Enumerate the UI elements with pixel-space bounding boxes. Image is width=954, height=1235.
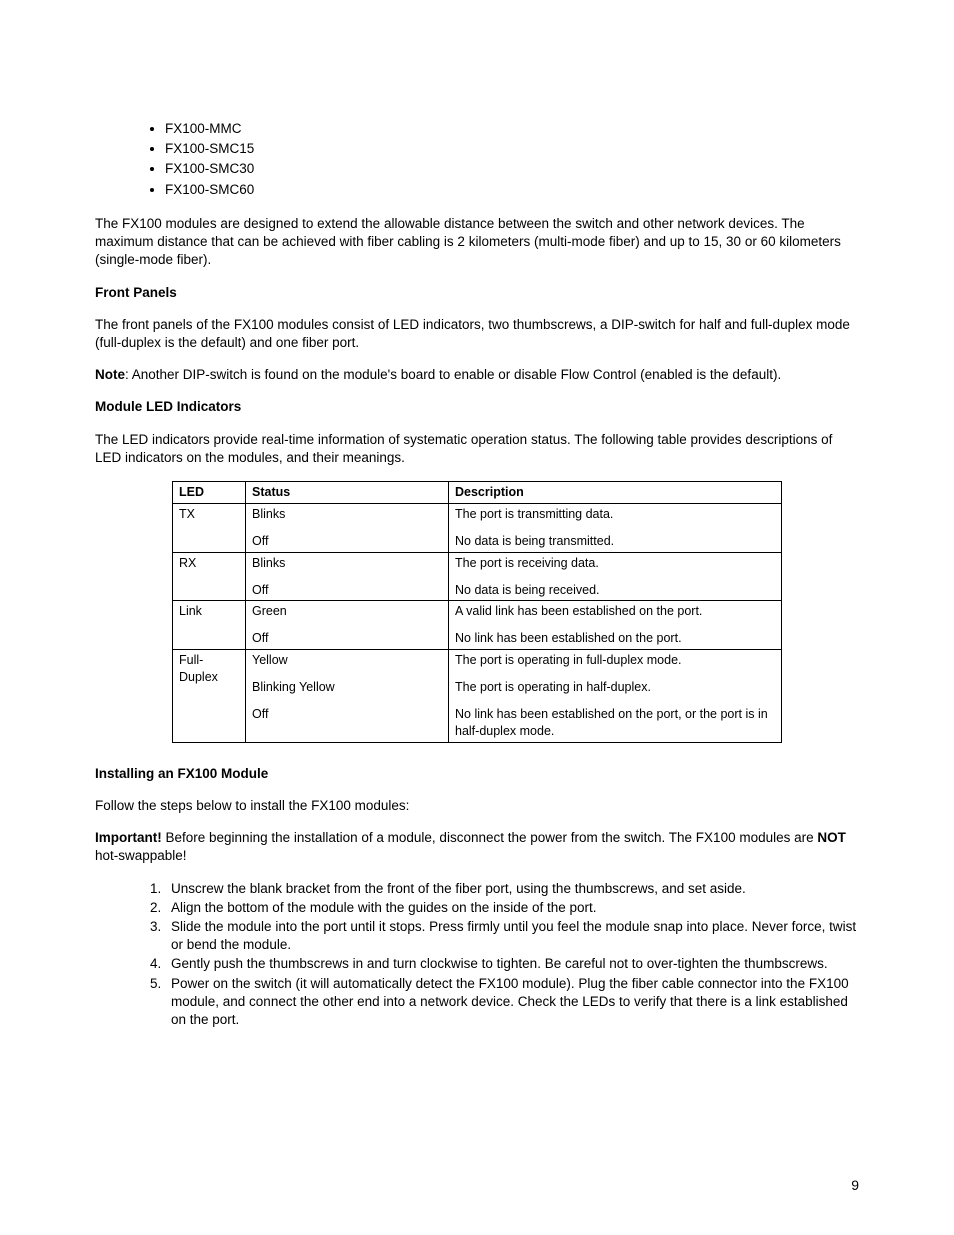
list-item: FX100-SMC30 [165,160,859,178]
cell-led: TX [173,503,246,552]
install-steps: Unscrew the blank bracket from the front… [95,880,859,1030]
cell-led: Full-Duplex [173,650,246,743]
th-description: Description [449,482,782,504]
status-entry: Blinks [252,506,442,523]
list-item: Gently push the thumbscrews in and turn … [165,955,859,973]
status-entry: Off [252,582,442,599]
desc-entry: No link has been established on the port… [455,630,775,647]
module-list: FX100-MMC FX100-SMC15 FX100-SMC30 FX100-… [95,120,859,199]
status-entry: Off [252,533,442,550]
list-item: Align the bottom of the module with the … [165,899,859,917]
cell-status: Blinks Off [246,552,449,601]
note-label: Note [95,367,125,382]
list-item: FX100-SMC60 [165,181,859,199]
cell-description: The port is transmitting data. No data i… [449,503,782,552]
install-important: Important! Before beginning the installa… [95,829,859,865]
status-entry: Yellow [252,652,442,669]
list-item: Unscrew the blank bracket from the front… [165,880,859,898]
status-entry: Green [252,603,442,620]
desc-entry: The port is operating in full-duplex mod… [455,652,775,669]
list-item: FX100-SMC15 [165,140,859,158]
intro-paragraph: The FX100 modules are designed to extend… [95,215,859,270]
list-item: Power on the switch (it will automatical… [165,975,859,1030]
desc-entry: No data is being transmitted. [455,533,775,550]
status-entry: Off [252,706,442,723]
cell-led: RX [173,552,246,601]
important-not: NOT [817,830,846,845]
cell-status: Green Off [246,601,449,650]
table-row: Link Green Off A valid link has been est… [173,601,782,650]
cell-description: A valid link has been established on the… [449,601,782,650]
list-item: Slide the module into the port until it … [165,918,859,954]
important-label: Important! [95,830,162,845]
page-number: 9 [851,1176,859,1195]
note-text: : Another DIP-switch is found on the mod… [125,367,781,382]
install-heading: Installing an FX100 Module [95,765,859,783]
led-indicators-paragraph: The LED indicators provide real-time inf… [95,431,859,467]
table-row: Full-Duplex Yellow Blinking Yellow Off T… [173,650,782,743]
front-panels-paragraph: The front panels of the FX100 modules co… [95,316,859,352]
th-led: LED [173,482,246,504]
desc-entry: The port is operating in half-duplex. [455,679,775,696]
led-table: LED Status Description TX Blinks Off The… [172,481,782,743]
led-indicators-heading: Module LED Indicators [95,398,859,416]
status-entry: Blinks [252,555,442,572]
cell-led: Link [173,601,246,650]
list-item: FX100-MMC [165,120,859,138]
desc-entry: No link has been established on the port… [455,706,775,740]
desc-entry: A valid link has been established on the… [455,603,775,620]
table-row: RX Blinks Off The port is receiving data… [173,552,782,601]
cell-status: Yellow Blinking Yellow Off [246,650,449,743]
cell-description: The port is operating in full-duplex mod… [449,650,782,743]
document-page: FX100-MMC FX100-SMC15 FX100-SMC30 FX100-… [0,0,954,1235]
desc-entry: The port is transmitting data. [455,506,775,523]
desc-entry: No data is being received. [455,582,775,599]
important-text-pre: Before beginning the installation of a m… [162,830,818,845]
status-entry: Off [252,630,442,647]
th-status: Status [246,482,449,504]
cell-status: Blinks Off [246,503,449,552]
desc-entry: The port is receiving data. [455,555,775,572]
front-panels-note: Note: Another DIP-switch is found on the… [95,366,859,384]
status-entry: Blinking Yellow [252,679,442,696]
install-intro: Follow the steps below to install the FX… [95,797,859,815]
table-header-row: LED Status Description [173,482,782,504]
table-row: TX Blinks Off The port is transmitting d… [173,503,782,552]
cell-description: The port is receiving data. No data is b… [449,552,782,601]
front-panels-heading: Front Panels [95,284,859,302]
important-text-post: hot-swappable! [95,848,187,863]
